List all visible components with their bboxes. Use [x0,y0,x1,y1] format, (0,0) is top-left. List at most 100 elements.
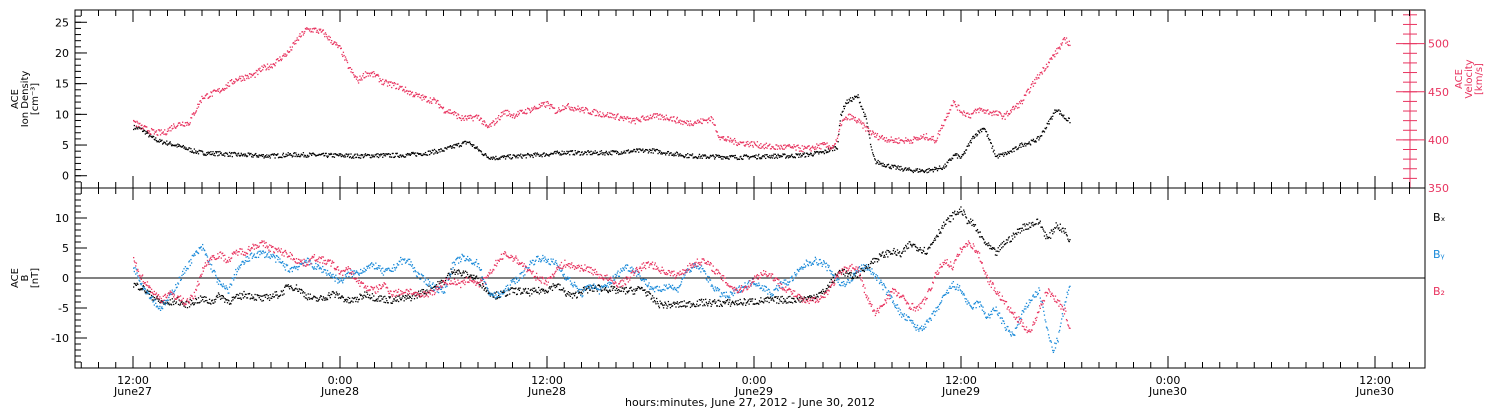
data-point [663,152,665,154]
data-point [318,268,320,270]
data-point [1005,153,1008,156]
data-point [165,299,167,302]
data-point [1053,112,1055,114]
data-point [1049,118,1051,121]
data-point [372,263,374,265]
data-point [863,124,866,126]
data-point [407,90,409,93]
data-point [899,255,901,257]
data-point [272,153,274,155]
data-point [720,136,723,139]
data-point [134,120,136,123]
data-point [373,72,376,75]
data-point [182,144,184,147]
data-point [413,293,415,295]
data-point [275,291,278,293]
data-point [524,109,527,111]
data-point [231,82,233,84]
data-point [465,258,467,260]
data-point [592,284,594,286]
data-point [388,296,390,298]
data-point [364,153,367,155]
data-point [308,30,311,32]
data-point [284,156,286,158]
data-point [518,154,521,157]
data-point [1016,228,1019,230]
data-point [629,151,631,154]
data-point [447,146,449,148]
data-point [225,84,227,86]
data-point [473,277,476,280]
data-point [827,145,829,148]
data-point [230,283,232,285]
data-point [322,296,325,298]
data-point [377,296,380,298]
data-point [471,262,473,265]
data-point [400,86,403,88]
data-point [365,269,367,271]
data-point [349,66,351,69]
data-point [721,136,723,138]
data-point [295,284,298,286]
data-point [286,264,288,267]
data-point [145,126,147,128]
data-point [776,302,778,304]
data-point [685,154,687,156]
data-point [204,254,207,256]
data-point [462,142,465,144]
data-point [335,274,337,276]
data-point [873,155,875,157]
data-point [822,142,824,144]
data-point [564,294,567,296]
data-point [299,292,302,294]
data-point [374,154,376,156]
data-point [932,168,934,171]
data-point [474,261,476,264]
data-point [576,287,578,290]
data-point [789,155,792,158]
data-point [550,286,552,288]
data-point [234,152,236,154]
data-point [584,151,586,153]
data-point [484,283,487,285]
data-point [375,298,378,301]
data-point [658,286,661,288]
data-point [692,124,694,127]
data-point [229,283,231,285]
data-point [187,148,189,151]
data-point [469,259,472,261]
data-point [766,153,768,156]
data-point [991,248,993,250]
data-point [930,169,932,171]
data-point [571,150,574,152]
data-point [1014,107,1016,109]
data-point [834,149,836,151]
data-point [962,154,964,156]
data-point [802,151,804,153]
data-point [154,131,156,133]
data-point [913,136,915,138]
data-point [380,270,382,272]
data-point [907,138,909,141]
data-point [331,39,333,42]
data-point [627,270,630,272]
data-point [1038,74,1041,76]
data-point [890,252,892,255]
data-point [310,153,312,155]
data-point [1023,143,1026,145]
data-point [831,281,834,284]
data-point [503,110,505,112]
data-point [577,290,579,293]
data-point [156,141,158,143]
data-point [187,268,189,270]
data-point [220,283,222,285]
data-point [1068,240,1070,243]
data-point [275,261,277,263]
data-point [887,139,890,141]
data-point [641,287,643,289]
data-point [531,262,533,264]
data-point [521,291,523,294]
data-point [141,124,143,126]
data-point [277,60,280,62]
data-point [858,102,861,104]
